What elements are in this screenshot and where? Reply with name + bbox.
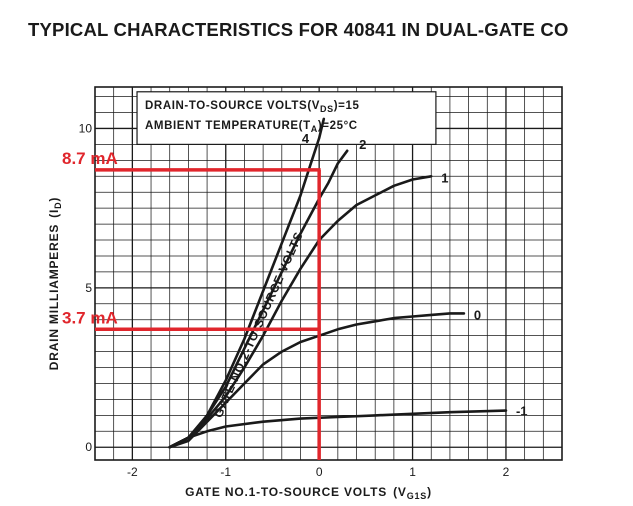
x-tick-label: 2 (503, 465, 510, 479)
plot-frame (94, 86, 563, 461)
conditions-box: DRAIN-TO-SOURCE VOLTS(VDS)=15 AMBIENT TE… (136, 91, 437, 145)
conditions-ambient-temperature: AMBIENT TEMPERATURE(TA)=25°C (145, 120, 358, 134)
curve-label-1: 1 (441, 170, 448, 185)
curve-vg2-0 (168, 312, 466, 449)
annotation-label: 3.7 mA (62, 308, 118, 327)
curve-label-2: 2 (359, 137, 366, 152)
x-tick-label: -2 (127, 465, 138, 479)
x-axis-title: GATE NO.1-TO-SOURCE VOLTS (VG1S) (185, 485, 432, 501)
y-tick-label: 5 (85, 281, 92, 295)
curve-label-0: 0 (474, 307, 481, 322)
curve-label-4: 4 (302, 131, 310, 146)
curve-vg2--1 (168, 409, 508, 449)
curve-vg2-1 (168, 175, 433, 449)
curve-labels: 4 2 1 0 -1 (302, 131, 528, 419)
page-title: TYPICAL CHARACTERISTICS FOR 40841 IN DUA… (28, 19, 569, 40)
chart-frame (94, 86, 563, 461)
x-tick-label: 0 (316, 465, 323, 479)
curve-label--1: -1 (516, 404, 528, 419)
conditions-drain-volts: DRAIN-TO-SOURCE VOLTS(VDS)=15 (145, 100, 359, 114)
annotations: 8.7 mA 3.7 mA (62, 149, 321, 460)
y-tick-label: 10 (79, 121, 93, 135)
curve-vg2-2 (168, 149, 349, 449)
x-tick-label: -1 (220, 465, 231, 479)
y-tick-label: 0 (85, 440, 92, 454)
annotation-label: 8.7 mA (62, 149, 118, 168)
y-axis-title: DRAIN MILLIAMPERES(ID) (47, 197, 63, 370)
x-tick-label: 1 (409, 465, 416, 479)
